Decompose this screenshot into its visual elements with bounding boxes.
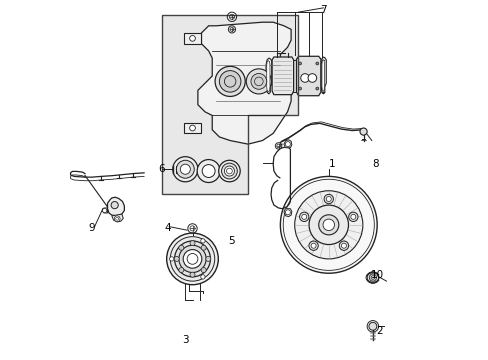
Circle shape [250, 73, 266, 89]
Circle shape [190, 240, 195, 246]
Circle shape [301, 214, 306, 219]
Circle shape [224, 166, 234, 176]
Circle shape [368, 322, 376, 330]
Circle shape [183, 249, 202, 268]
Circle shape [179, 267, 183, 273]
Circle shape [201, 245, 206, 250]
Text: 10: 10 [370, 270, 383, 280]
Polygon shape [321, 57, 325, 94]
Circle shape [179, 245, 206, 273]
Circle shape [174, 256, 179, 261]
Polygon shape [198, 22, 290, 144]
Circle shape [205, 256, 210, 261]
Circle shape [114, 216, 120, 222]
Text: 6: 6 [159, 163, 165, 174]
Text: 5: 5 [228, 236, 235, 246]
Polygon shape [183, 123, 201, 134]
Circle shape [294, 191, 362, 259]
Circle shape [176, 160, 194, 178]
Circle shape [166, 233, 218, 285]
Circle shape [202, 165, 215, 177]
Circle shape [299, 212, 308, 221]
Circle shape [368, 274, 376, 281]
Circle shape [359, 128, 366, 135]
Circle shape [348, 212, 357, 221]
Circle shape [323, 219, 334, 230]
Text: 7: 7 [320, 5, 326, 15]
Circle shape [169, 257, 174, 261]
Circle shape [201, 275, 204, 279]
Circle shape [310, 243, 315, 248]
Text: 2: 2 [376, 325, 383, 336]
Circle shape [366, 272, 378, 283]
Circle shape [315, 62, 318, 65]
Circle shape [350, 214, 355, 219]
Circle shape [172, 157, 198, 182]
Circle shape [324, 194, 333, 204]
Circle shape [170, 237, 214, 281]
Text: 1: 1 [328, 159, 335, 169]
Circle shape [300, 74, 309, 82]
Text: 8: 8 [371, 159, 378, 169]
Circle shape [189, 36, 195, 41]
Circle shape [308, 241, 318, 250]
Circle shape [197, 159, 220, 183]
Circle shape [190, 272, 195, 277]
Circle shape [102, 208, 106, 213]
Circle shape [325, 197, 330, 202]
Circle shape [280, 176, 376, 273]
Circle shape [221, 163, 237, 179]
Circle shape [285, 141, 290, 147]
Circle shape [111, 202, 118, 209]
Circle shape [218, 160, 240, 182]
Circle shape [215, 66, 244, 96]
Polygon shape [107, 197, 124, 216]
Circle shape [318, 215, 338, 235]
Circle shape [339, 241, 348, 250]
Polygon shape [284, 140, 291, 148]
Text: 9: 9 [89, 224, 95, 233]
Circle shape [285, 210, 290, 215]
Circle shape [180, 164, 190, 174]
Circle shape [219, 71, 241, 92]
Polygon shape [266, 60, 269, 91]
Polygon shape [183, 33, 201, 44]
Circle shape [298, 62, 301, 65]
Text: 4: 4 [164, 224, 170, 233]
Polygon shape [265, 58, 271, 94]
Polygon shape [321, 59, 324, 91]
Circle shape [307, 74, 316, 82]
Circle shape [201, 267, 206, 273]
Circle shape [298, 87, 301, 90]
Circle shape [246, 69, 271, 94]
Circle shape [201, 239, 204, 243]
Circle shape [179, 245, 183, 250]
Polygon shape [296, 56, 320, 96]
Polygon shape [284, 209, 291, 217]
Circle shape [189, 125, 195, 131]
Polygon shape [102, 208, 107, 213]
Polygon shape [162, 15, 298, 194]
Polygon shape [271, 57, 293, 95]
Circle shape [315, 87, 318, 90]
Text: 3: 3 [182, 334, 188, 345]
Circle shape [174, 241, 210, 277]
Circle shape [341, 243, 346, 248]
Circle shape [308, 205, 348, 244]
Polygon shape [112, 214, 123, 222]
